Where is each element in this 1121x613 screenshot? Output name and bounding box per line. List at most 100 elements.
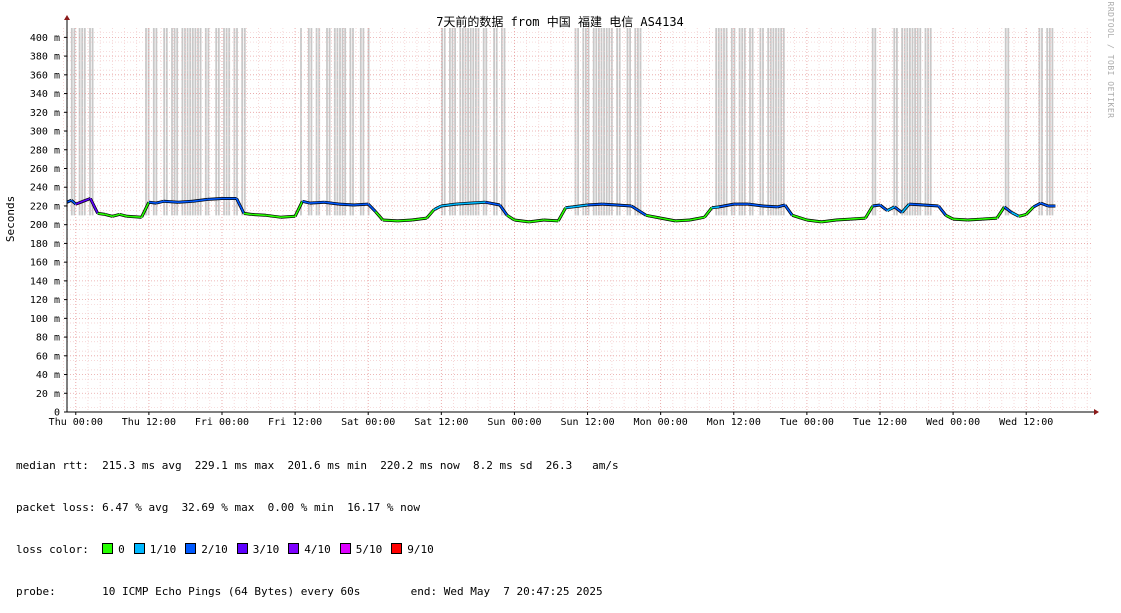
series-segment <box>996 206 1005 219</box>
series-segment <box>485 201 500 206</box>
x-tick-label: Thu 00:00 <box>49 417 103 428</box>
series-segment <box>156 200 164 204</box>
end-time: end: Wed May 7 20:47:25 2025 <box>410 585 603 598</box>
series-segment <box>367 203 377 213</box>
loss-color-item: 4/10 <box>288 543 331 556</box>
series-segment <box>689 216 705 221</box>
series-segment <box>470 201 486 204</box>
median-rtt-stats: median rtt: 215.3 ms avg 229.1 ms max 20… <box>16 459 619 472</box>
series-segment <box>616 204 632 207</box>
series-segment <box>718 203 734 208</box>
series-segment <box>937 205 947 216</box>
series-segment <box>411 217 427 221</box>
y-tick-label: 140 m <box>30 276 60 287</box>
y-tick-label: 300 m <box>30 127 60 138</box>
series-segment <box>850 217 866 220</box>
x-tick-label: Tue 00:00 <box>780 417 834 428</box>
y-tick-label: 60 m <box>36 351 60 362</box>
series-segment <box>587 203 603 206</box>
series-segment <box>660 217 676 222</box>
y-tick-label: 100 m <box>30 314 60 325</box>
series-segment <box>324 201 340 205</box>
loss-color-item: 5/10 <box>339 543 383 556</box>
loss-color-item: 3/10 <box>236 543 280 556</box>
series-segment <box>126 215 142 218</box>
series-segment <box>777 204 786 208</box>
series-segment <box>82 197 91 203</box>
series-segment <box>791 214 808 221</box>
y-tick-label: 40 m <box>36 370 60 381</box>
chart-title: 7天前的数据 from 中国 福建 电信 AS4134 <box>436 14 684 29</box>
x-tick-label: Fri 00:00 <box>195 417 249 428</box>
series-segment <box>499 204 508 216</box>
series-segment <box>909 203 924 206</box>
series-segment <box>1040 202 1049 207</box>
series-segment <box>872 204 881 207</box>
series-segment <box>703 207 713 218</box>
series-segment <box>1025 206 1035 215</box>
series-segment <box>397 219 413 222</box>
series-segment <box>207 197 223 201</box>
series-segment <box>66 199 72 203</box>
series-segment <box>886 206 895 212</box>
x-tick-label: Mon 12:00 <box>707 417 761 428</box>
y-tick-label: 360 m <box>30 70 60 81</box>
series-segment <box>506 214 515 221</box>
loss-color-swatch <box>391 543 403 554</box>
series-segment <box>426 209 435 219</box>
series-segment <box>836 218 851 221</box>
series-segment <box>514 219 530 223</box>
y-axis-arrow <box>64 15 70 20</box>
series-segment <box>441 203 457 207</box>
y-tick-label: 340 m <box>30 89 60 100</box>
loss-color-value: 3/10 <box>252 543 280 556</box>
x-tick-label: Sun 00:00 <box>487 417 541 428</box>
series-segment <box>353 203 369 206</box>
series-segment <box>630 205 640 212</box>
series-segment <box>75 200 84 205</box>
loss-color-item: 0 <box>102 543 125 556</box>
series-segment <box>784 204 793 216</box>
series-segment <box>104 213 113 218</box>
series-segment <box>455 202 471 205</box>
series-segment <box>864 205 874 219</box>
y-axis-label: Seconds <box>4 196 17 242</box>
series-segment <box>1011 211 1020 218</box>
loss-color-value: 5/10 <box>355 543 383 556</box>
y-tick-labels: 0 20 m 40 m 60 m 80 m 100 m 120 m 140 m 160 m 180… <box>30 33 67 419</box>
series-segment <box>309 201 325 204</box>
loss-color-label: loss color: <box>16 543 89 556</box>
y-tick-label: 280 m <box>30 145 60 156</box>
loss-color-swatch <box>102 543 114 554</box>
loss-color-swatch <box>339 543 351 554</box>
stats-legend: median rtt: 215.3 ms avg 229.1 ms max 20… <box>16 431 619 613</box>
series-segment <box>748 203 764 207</box>
series-segment <box>148 201 157 204</box>
series-segment <box>894 206 903 214</box>
x-tick-label: Fri 12:00 <box>268 417 322 428</box>
series-segment <box>1018 213 1027 218</box>
series-segment <box>251 213 266 217</box>
series-segment <box>638 209 647 216</box>
series-segment <box>982 217 998 220</box>
series-segment <box>70 199 77 205</box>
series-segment <box>821 219 837 223</box>
series-segment <box>572 204 588 208</box>
series-segment <box>382 219 398 222</box>
loss-color-swatch <box>185 543 197 554</box>
series-segment <box>178 200 193 203</box>
series-segment <box>675 219 690 222</box>
series-segment <box>879 204 888 212</box>
probe-row: probe: 10 ICMP Echo Pings (64 Bytes) eve… <box>16 585 619 599</box>
x-tick-labels: Thu 00:00 Thu 12:00 Fri 00:00 Fri 12:00 Sat … <box>49 412 1053 428</box>
y-tick-label: 120 m <box>30 295 60 306</box>
y-tick-label: 180 m <box>30 239 60 250</box>
series-segment <box>119 213 128 218</box>
y-tick-label: 380 m <box>30 52 60 63</box>
loss-color-value: 2/10 <box>201 543 228 556</box>
series-segment <box>280 215 296 218</box>
series-segment <box>433 205 442 211</box>
series-segment <box>557 207 567 222</box>
y-tick-label: 260 m <box>30 164 60 175</box>
series-segment <box>602 203 617 206</box>
